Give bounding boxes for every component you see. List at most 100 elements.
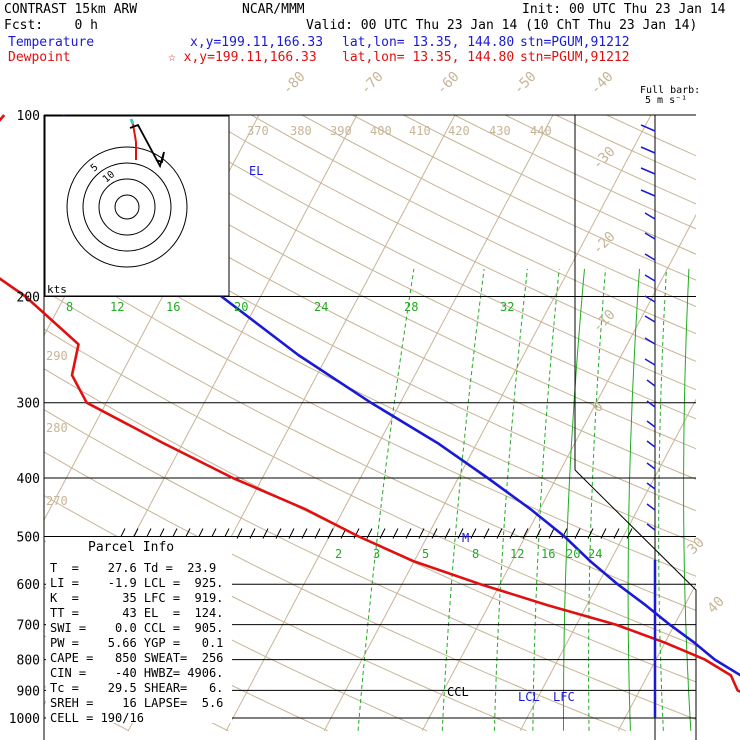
dry-adiabat [44, 180, 696, 512]
stable-layer-tick [119, 528, 126, 539]
mixing-ratio-label: 5 [422, 547, 429, 561]
mixing-ratio-line [441, 268, 485, 731]
org-label: NCAR/MMM [242, 2, 305, 17]
wind-barb [644, 212, 656, 220]
temperature-legend: Temperature [8, 35, 95, 50]
parcel-info-row: Tc = 29.5 SHEAR= 6. [50, 681, 224, 695]
theta-label: 380 [290, 124, 312, 138]
isotherm-label: -50 [511, 69, 540, 98]
wind-barb [646, 400, 656, 408]
mixing-ratio-line [627, 268, 640, 731]
stable-layer-tick [184, 528, 191, 539]
temperature-xy: x,y=199.11,166.33 [190, 35, 324, 50]
right-axis-slant [574, 469, 697, 740]
theta-label: 270 [46, 494, 68, 508]
dry-adiabat [44, 368, 696, 683]
stable-layer-tick [197, 528, 204, 539]
wind-barb [644, 253, 656, 261]
stable-layer-tick [275, 528, 282, 539]
hodograph-trace [129, 123, 165, 169]
m-marker: M [462, 531, 470, 545]
parcel-info-title: Parcel Info [88, 540, 175, 555]
isotherm-line [225, 115, 554, 732]
theta-label: 290 [46, 349, 68, 363]
stable-layer-tick [457, 528, 464, 539]
mixing-ratio-line [563, 268, 585, 731]
plot-frame [43, 114, 697, 740]
stable-layer-tick [379, 528, 386, 539]
stable-layer-tick [132, 528, 139, 539]
dry-adiabat [199, 115, 696, 362]
dry-adiabat [44, 586, 328, 732]
stable-layer-tick [327, 528, 334, 539]
theta-label: 430 [489, 124, 511, 138]
mixing-ratio-lines [357, 268, 692, 731]
dewpoint-station: stn=PGUM,91212 [520, 50, 630, 65]
stable-layer-tick [223, 528, 230, 539]
dewpoint-latlon: lat,lon= 13.35, 144.80 [342, 50, 515, 65]
dry-adiabat [98, 115, 696, 420]
dry-adiabat [554, 115, 696, 181]
isotherm-label: 0 [590, 399, 607, 416]
stable-layer-tick [418, 528, 425, 539]
stable-layer-tick [366, 528, 373, 539]
stable-layer-tick [301, 528, 308, 539]
parcel-info-row: PW = 5.66 YGP = 0.1 [50, 636, 224, 650]
mixing-ratio-label: 20 [566, 547, 580, 561]
stable-layer-tick [314, 528, 321, 539]
isotherm-label: -40 [588, 69, 617, 98]
stable-layer-tick [535, 528, 542, 539]
pressure-label: 200 [17, 291, 40, 306]
theta-label: 440 [530, 124, 552, 138]
hodograph-units: kts [47, 283, 67, 296]
mixing-ratio-line [683, 268, 692, 731]
mixing-ratio-label: 20 [234, 300, 248, 314]
mixing-ratio-line [357, 268, 415, 731]
stable-layer-tick [171, 528, 178, 539]
mixing-ratio-line [588, 268, 606, 731]
lcl-marker: LCL [518, 690, 540, 704]
dewpoint-xy: ☆ x,y=199.11,166.33 [168, 50, 317, 65]
ccl-marker: CCL [447, 685, 469, 699]
valid-time: Valid: 00 UTC Thu 23 Jan 14 (10 ChT Thu … [306, 18, 698, 33]
hodograph-ring [98, 178, 156, 236]
hodograph-trace [129, 118, 135, 125]
dry-adiabat [44, 328, 696, 647]
mixing-ratio-label: 32 [500, 300, 514, 314]
wind-barb [646, 379, 656, 387]
theta-label: 370 [247, 124, 269, 138]
parcel-info-row: CELL = 190/16 [50, 711, 144, 725]
parcel-info-row: LI = -1.9 LCL = 925. [50, 576, 224, 590]
dry-adiabat [351, 115, 696, 281]
isotherm-label: -80 [280, 69, 309, 98]
parcel-info-row: CAPE = 850 SWEAT= 256 [50, 651, 224, 665]
dry-adiabat [44, 451, 627, 732]
wind-barb [640, 124, 656, 132]
dry-adiabat [44, 215, 696, 544]
wind-barb [640, 146, 656, 154]
stable-layer-tick [548, 528, 555, 539]
wind-barb [644, 358, 656, 366]
parcel-info-row: SWI = 0.0 CCL = 905. [50, 621, 224, 635]
wind-barb [646, 462, 656, 470]
parcel-info-row: TT = 43 EL = 124. [50, 606, 224, 620]
stable-layer-tick [444, 528, 451, 539]
stable-layer-tick [496, 528, 503, 539]
barb-units: 5 m s⁻¹ [645, 95, 688, 106]
stable-layer-tick [392, 528, 399, 539]
parcel-info-box: Parcel Info T = 27.6 Td = 23.9 LI = -1.9 … [46, 537, 232, 725]
mixing-ratio-label: 8 [472, 547, 479, 561]
mixing-ratio-label: 8 [66, 300, 73, 314]
isotherm-line [323, 115, 652, 732]
mixing-ratio-label: 12 [510, 547, 524, 561]
theta-label: 410 [409, 124, 431, 138]
dry-adiabat [453, 115, 696, 230]
pressure-label: 400 [17, 472, 40, 487]
parcel-info-row: K = 35 LFC = 919. [50, 591, 224, 605]
pressure-label: 1000 [9, 712, 40, 727]
mixing-ratio-label: 2 [335, 547, 342, 561]
wind-barb [640, 167, 656, 175]
temperature-latlon: lat,lon= 13.35, 144.80 [342, 35, 515, 50]
stable-layer-tick [483, 528, 490, 539]
